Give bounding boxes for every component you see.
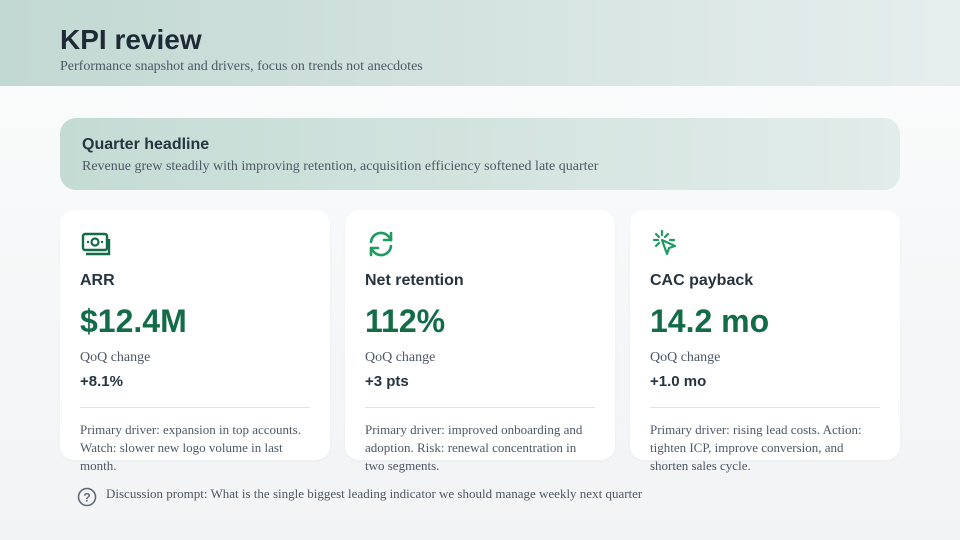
headline-text: Revenue grew steadily with improving ret… [82,159,599,174]
title: KPI review [60,24,202,55]
prompt-text: Discussion prompt: What is the single bi… [106,486,643,501]
header-band [0,0,960,86]
divider [80,407,310,408]
kpi-card: ARR $12.4M QoQ change +8.1% Primary driver: … [60,210,330,473]
headline-title: Quarter headline [82,136,210,153]
kpi-icon [650,228,880,265]
subtitle: Performance snapshot and drivers, focus … [60,59,423,74]
kpi-value: 14.2 mo [650,303,770,339]
change-label: QoQ change [80,350,151,365]
change-label: QoQ change [650,350,721,365]
kpi-value: $12.4M [80,303,187,339]
kpi-value: 112% [365,303,446,339]
change-value: +8.1% [80,373,123,390]
headline-box: Quarter headline Revenue grew steadily w… [60,118,900,190]
change-value: +3 pts [365,373,409,390]
kpi-note: Primary driver: improved onboarding and … [365,422,583,473]
divider [650,407,880,408]
help-icon: ? [77,487,97,507]
kpi-note: Primary driver: rising lead costs. Actio… [650,422,862,473]
kpi-note: Primary driver: expansion in top account… [80,422,301,473]
divider [365,407,595,408]
change-label: QoQ change [365,350,436,365]
kpi-label: ARR [80,272,115,289]
kpi-label: Net retention [365,272,464,289]
change-value: +1.0 mo [650,373,707,390]
svg-text:?: ? [83,491,90,505]
kpi-card: CAC payback 14.2 mo QoQ change +1.0 mo Prima… [630,210,900,473]
kpi-label: CAC payback [650,272,754,289]
kpi-card: Net retention 112% QoQ change +3 pts Primary… [345,210,615,473]
kpi-icon [80,228,310,265]
kpi-icon [365,228,595,265]
